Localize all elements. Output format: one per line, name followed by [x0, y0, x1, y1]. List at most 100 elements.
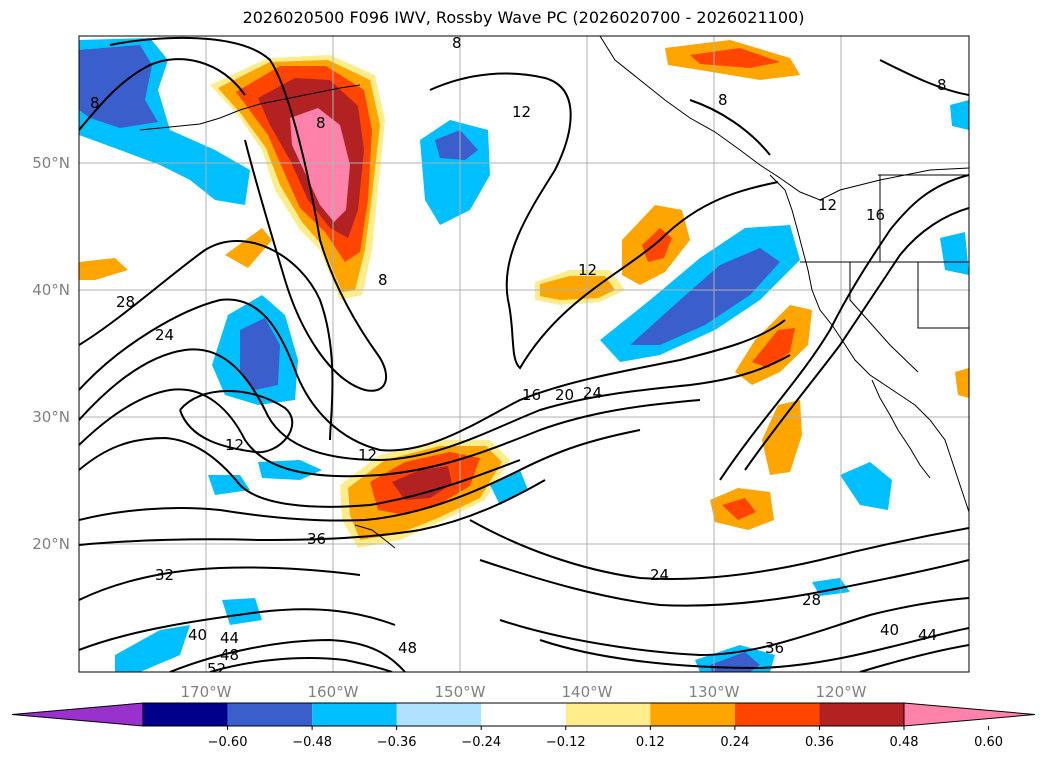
contour-32-south [79, 566, 361, 601]
contour-label: 12 [358, 446, 377, 464]
shade-positive-mid-orange [540, 276, 615, 300]
contour-label: 12 [578, 261, 597, 279]
shade-positive-bering-pink [290, 108, 350, 222]
colorbar-bin [312, 703, 397, 726]
shade-positive-california-red [752, 328, 795, 368]
contour-8-coast [689, 99, 771, 156]
contour-label: 12 [818, 196, 837, 214]
colorbar-bin [819, 703, 904, 726]
shade-negative-subtropic-blue [240, 318, 280, 390]
lon-tick-labels: 170°W 160°W 150°W 140°W 130°W 120°W [181, 683, 867, 701]
contour-label: 40 [188, 626, 207, 644]
map-frame [78, 35, 970, 673]
colorbar-tick-label: 0.60 [974, 735, 1003, 750]
lat-label: 40°N [32, 281, 70, 299]
contour-32 [79, 429, 641, 522]
colorbar-extend-high [903, 702, 1036, 727]
shade-negative-small-8 [950, 100, 969, 130]
contour-8-b [79, 58, 246, 131]
contour-16-east [744, 207, 969, 471]
lon-label: 130°W [689, 683, 740, 701]
contour-label: 16 [522, 386, 541, 404]
contour-20 [79, 348, 791, 462]
contour-8-a [109, 36, 387, 392]
shade-negative-north-blue [435, 130, 478, 160]
contour-40 [79, 608, 396, 651]
shade-negative-small-9 [222, 598, 262, 625]
colorbar-tick-label: −0.24 [461, 735, 501, 750]
contour-44-east [859, 644, 969, 672]
iwv-contours [79, 36, 969, 672]
lat-label: 50°N [32, 154, 70, 172]
shade-negative-ne-band-blue [630, 248, 780, 345]
colorbar-bin [227, 703, 313, 726]
contour-44 [169, 638, 406, 672]
contour-label: 48 [398, 639, 417, 657]
contour-12-east [719, 174, 969, 481]
contour-label: 44 [220, 629, 239, 647]
contour-label: 8 [90, 94, 100, 112]
contour-28 [79, 436, 521, 508]
contour-label: 32 [155, 566, 174, 584]
contour-8-east [879, 59, 969, 96]
shade-positive-canada-red [690, 48, 780, 68]
shade-positive-baja [762, 400, 802, 475]
contour-48 [209, 657, 393, 672]
map-area: 8 8 8 8 8 8 12 12 12 12 12 16 16 20 24 2… [79, 36, 969, 678]
contour-label: 8 [937, 76, 947, 94]
contour-label: 28 [802, 591, 821, 609]
shade-positive-jet-darkred [392, 466, 452, 500]
shade-positive-small-7 [955, 368, 969, 398]
contour-label: 20 [555, 386, 574, 404]
contour-12-north [429, 72, 779, 370]
contour-36 [79, 479, 546, 546]
colorbar-tick-label: 0.48 [890, 735, 919, 750]
colorbar-outline [142, 702, 905, 727]
shade-negative-small-6 [940, 232, 969, 275]
shade-negative-east [840, 462, 892, 510]
colorbar-bin [396, 703, 482, 726]
colorbar-tick-label: −0.12 [546, 735, 586, 750]
coastlines [139, 36, 969, 549]
colorbar-tick-label: −0.60 [208, 735, 248, 750]
shade-negative-southwest [115, 625, 190, 672]
coast-state-1 [849, 262, 919, 373]
shade-positive-south-red [722, 498, 756, 520]
coast-bc-west [769, 174, 969, 513]
contour-label: 8 [718, 91, 728, 109]
lon-label: 140°W [562, 683, 613, 701]
colorbar-bin [650, 703, 735, 726]
contour-label: 24 [583, 384, 602, 402]
lat-label: 30°N [32, 408, 70, 426]
contour-label: 12 [225, 436, 244, 454]
colorbar-tick-label: −0.48 [292, 735, 332, 750]
colorbar-bin [734, 703, 820, 726]
coast-baja [871, 379, 931, 479]
shade-negative-small-5 [490, 470, 528, 505]
colorbar-bin [565, 703, 651, 726]
colorbar-extend-low [11, 702, 144, 727]
shade-negative-small-3 [208, 475, 250, 495]
contour-label: 40 [880, 621, 899, 639]
contour-28-south [479, 559, 969, 607]
contour-label: 52 [207, 660, 226, 678]
contour-12-south [179, 390, 294, 454]
colorbar: −0.60 −0.48 −0.36 −0.24 −0.12 0.12 0.24 0.36 0.4… [11, 702, 1036, 750]
contour-16 [79, 298, 786, 452]
colorbar-tick-label: 0.12 [636, 735, 665, 750]
contour-24 [79, 388, 701, 478]
contour-40-east [539, 627, 969, 670]
anomaly-shading [79, 38, 969, 672]
contour-label: 8 [316, 114, 326, 132]
colorbar-tick-label: −0.36 [377, 735, 417, 750]
lon-label: 170°W [181, 683, 232, 701]
colorbar-tick-label: 0.24 [720, 735, 749, 750]
coast-aleutians [139, 84, 361, 131]
map-title: 2026020500 F096 IWV, Rossby Wave PC (202… [242, 8, 805, 27]
colorbar-bin [143, 703, 228, 726]
coast-alaska [599, 36, 969, 201]
shade-positive-small-west [79, 258, 128, 280]
contour-12-jet [79, 239, 334, 441]
contour-label: 44 [918, 626, 937, 644]
